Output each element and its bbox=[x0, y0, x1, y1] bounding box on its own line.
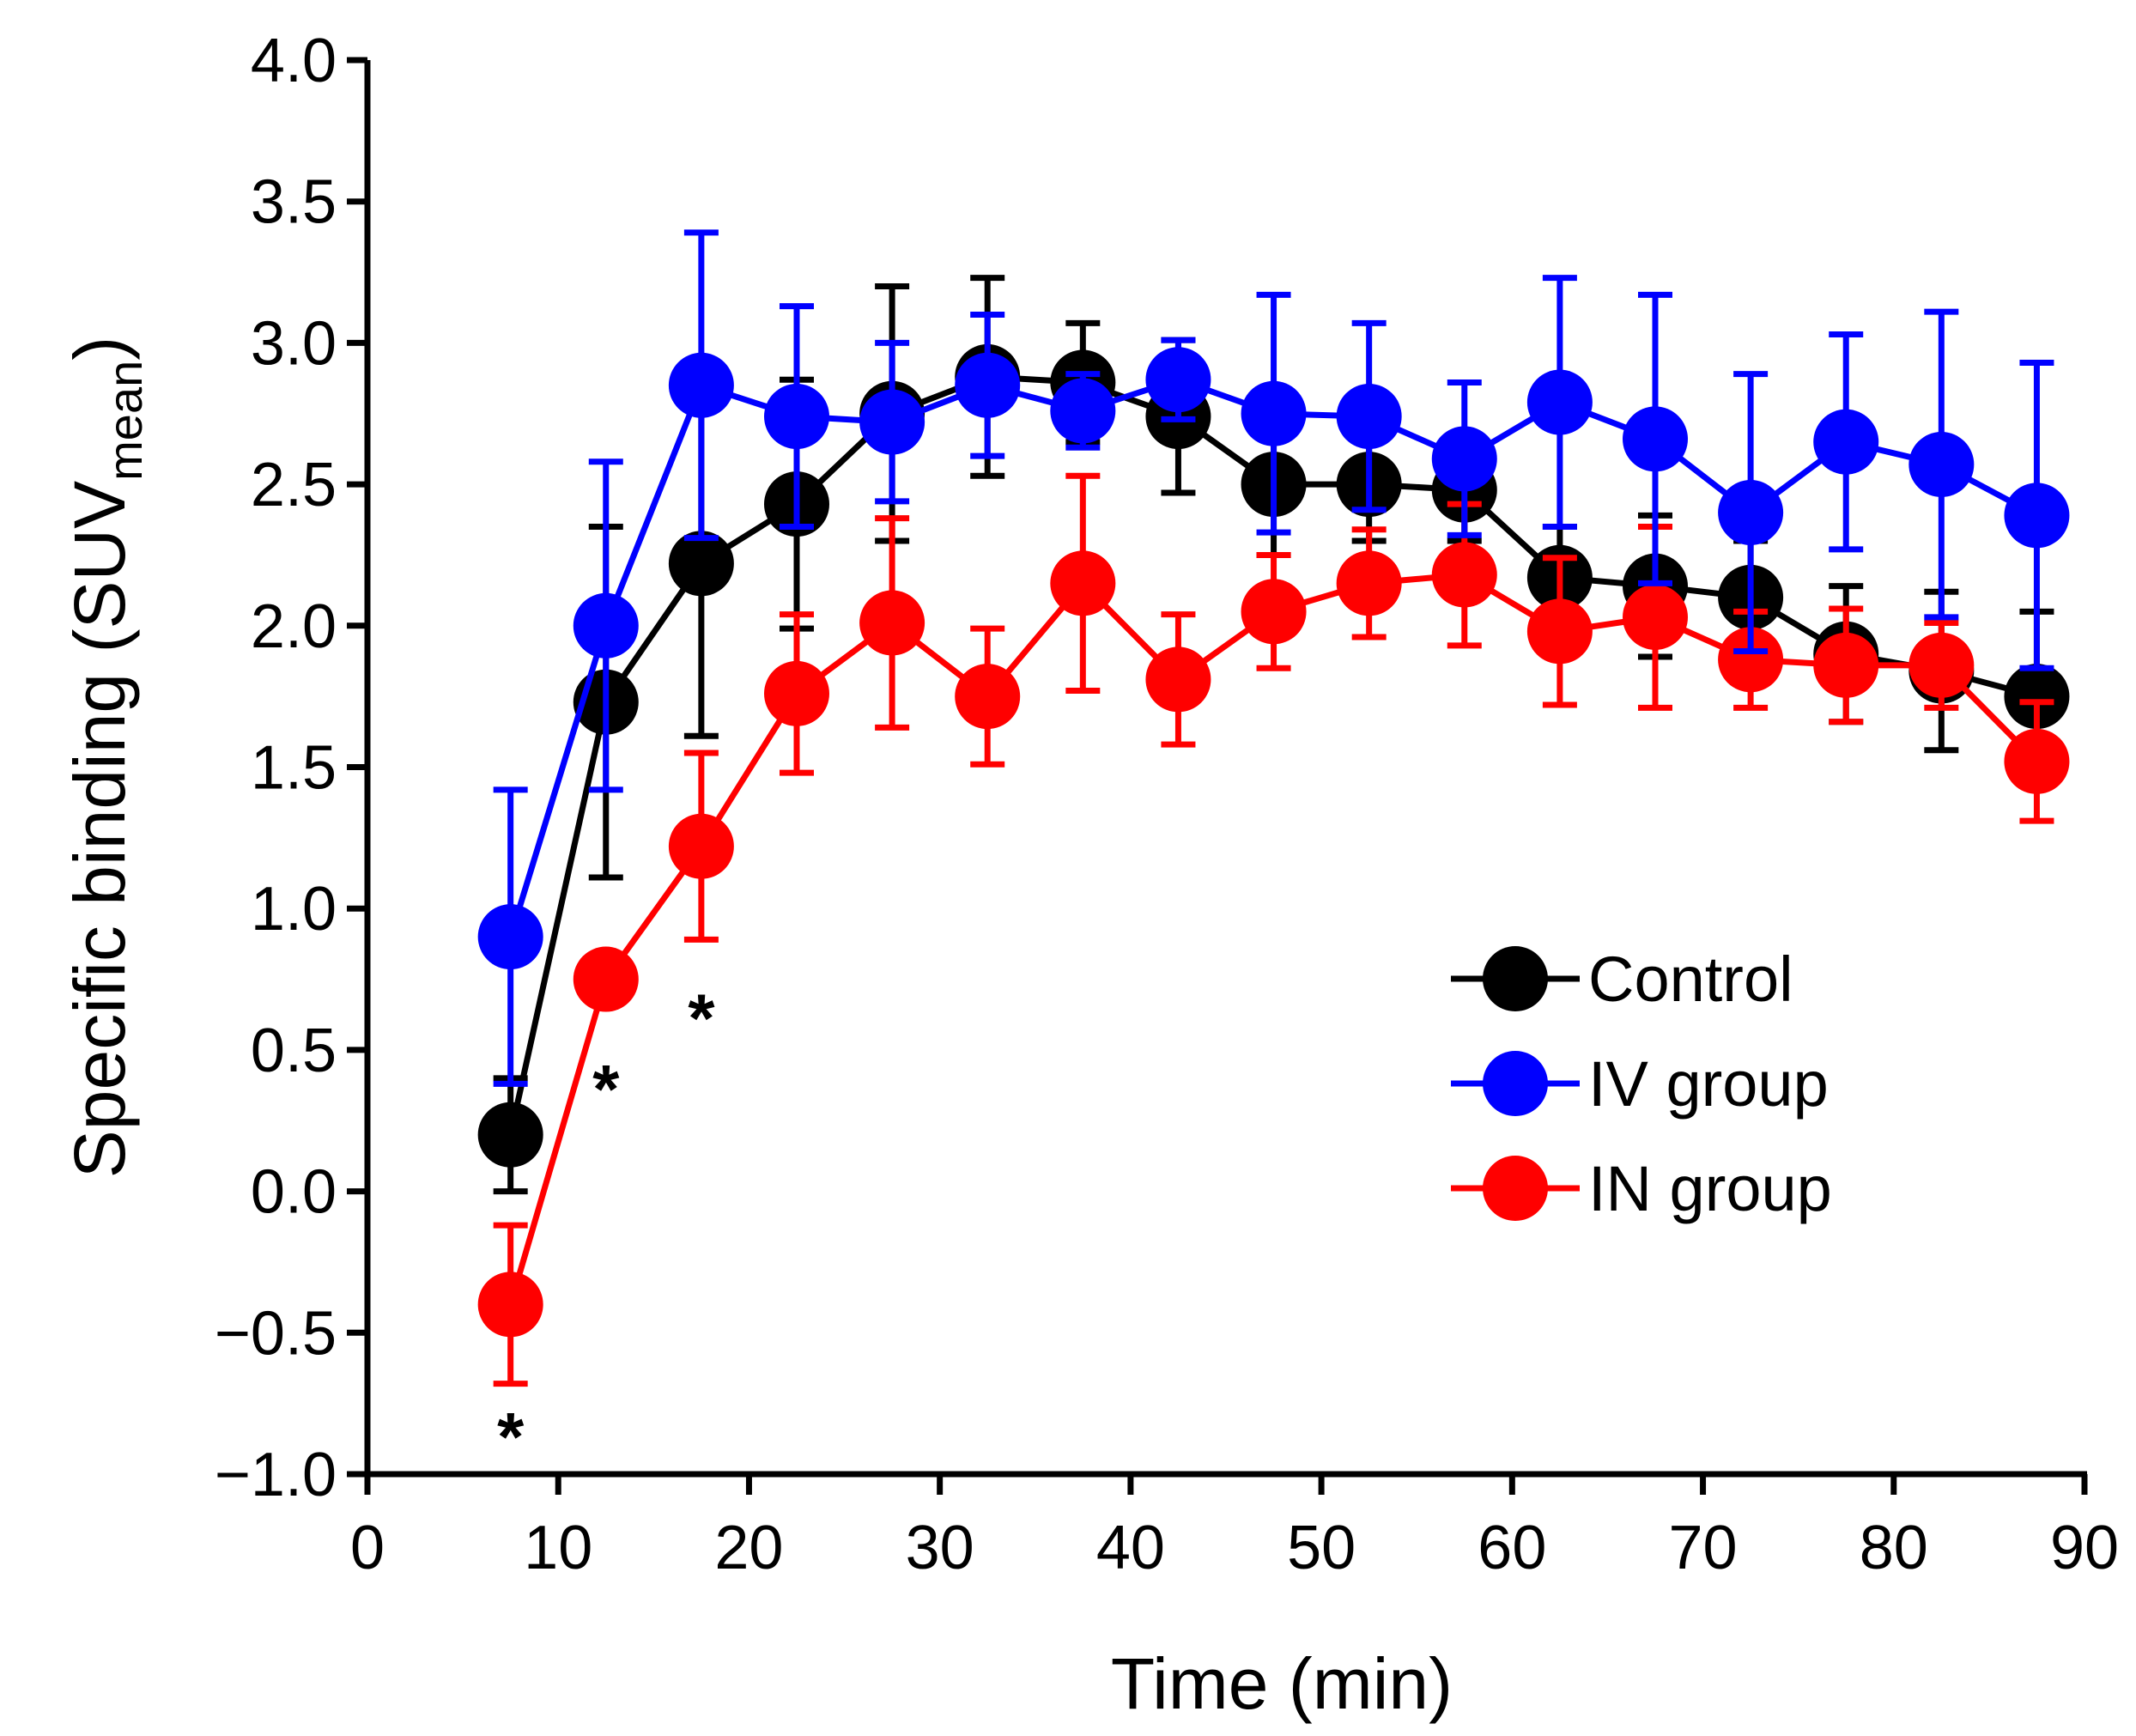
x-tick-label: 0 bbox=[350, 1514, 385, 1582]
data-point bbox=[1718, 627, 1784, 693]
x-tick-label: 90 bbox=[2050, 1514, 2119, 1582]
data-point bbox=[1145, 646, 1211, 713]
x-axis-ticks: 0 10 20 30 40 50 60 70 80 90 bbox=[350, 1474, 2119, 1582]
significance-asterisk: * bbox=[497, 1399, 525, 1475]
data-point bbox=[955, 664, 1021, 730]
data-point bbox=[955, 352, 1021, 418]
y-tick-label: 1.0 bbox=[251, 875, 337, 944]
x-tick-label: 60 bbox=[1478, 1514, 1546, 1582]
data-point bbox=[668, 531, 734, 597]
data-point bbox=[1813, 632, 1879, 698]
data-point bbox=[764, 660, 829, 726]
y-tick-label: 2.0 bbox=[251, 592, 337, 661]
x-tick-label: 30 bbox=[906, 1514, 974, 1582]
data-point bbox=[1050, 378, 1116, 444]
y-tick-label: 0.5 bbox=[251, 1017, 337, 1085]
data-point bbox=[668, 813, 734, 879]
y-axis-title-close: ) bbox=[59, 337, 140, 361]
data-point bbox=[1908, 632, 1975, 698]
y-axis-title-subscript: mean bbox=[98, 361, 152, 481]
y-tick-label: 1.5 bbox=[251, 734, 337, 803]
y-tick-label: 3.0 bbox=[251, 309, 337, 378]
x-tick-label: 80 bbox=[1860, 1514, 1928, 1582]
y-tick-label: −0.5 bbox=[215, 1299, 337, 1368]
significance-annotations: * * * bbox=[497, 980, 715, 1475]
data-point bbox=[1526, 598, 1593, 665]
data-point bbox=[1431, 426, 1497, 492]
legend-label: IV group bbox=[1588, 1048, 1829, 1120]
legend-item-iv-group: IV group bbox=[1451, 1048, 1829, 1120]
data-point bbox=[477, 1102, 543, 1168]
x-tick-label: 70 bbox=[1669, 1514, 1738, 1582]
y-tick-label: −1.0 bbox=[215, 1441, 337, 1509]
data-point bbox=[1431, 542, 1497, 608]
data-point bbox=[1718, 480, 1784, 546]
data-point bbox=[1336, 550, 1402, 616]
data-point bbox=[477, 904, 543, 970]
data-point bbox=[2004, 664, 2070, 730]
legend: Control IV group IN group bbox=[1451, 944, 1832, 1224]
data-point bbox=[1336, 384, 1402, 450]
y-axis-title-main: Specific binding (SUV bbox=[59, 481, 140, 1178]
legend-marker bbox=[1483, 1051, 1548, 1116]
y-axis-ticks: 4.0 3.5 3.0 2.5 2.0 1.5 1.0 0.5 0.0 −0.5 −1.0 bbox=[215, 27, 367, 1509]
data-point bbox=[859, 389, 925, 455]
data-point bbox=[668, 352, 734, 418]
data-point bbox=[2004, 728, 2070, 794]
x-tick-label: 20 bbox=[714, 1514, 783, 1582]
x-tick-label: 50 bbox=[1287, 1514, 1356, 1582]
data-point bbox=[2004, 483, 2070, 549]
legend-label: Control bbox=[1588, 944, 1793, 1015]
series-layer bbox=[477, 229, 2070, 1387]
data-point bbox=[573, 592, 639, 659]
x-axis-title: Time (min) bbox=[1111, 1643, 1453, 1724]
y-axis-title: Specific binding (SUVmean) bbox=[59, 337, 152, 1178]
data-point bbox=[1241, 579, 1307, 645]
y-tick-label: 4.0 bbox=[251, 27, 337, 95]
data-point bbox=[1050, 550, 1116, 616]
data-point bbox=[859, 590, 925, 656]
legend-marker bbox=[1483, 1156, 1548, 1221]
legend-item-in-group: IN group bbox=[1451, 1153, 1832, 1224]
data-point bbox=[764, 384, 829, 450]
data-point bbox=[1241, 380, 1307, 446]
y-tick-label: 0.0 bbox=[251, 1158, 337, 1227]
y-tick-label: 2.5 bbox=[251, 451, 337, 519]
legend-item-control: Control bbox=[1451, 944, 1793, 1015]
legend-marker bbox=[1483, 946, 1548, 1011]
y-tick-label: 3.5 bbox=[251, 168, 337, 237]
significance-asterisk: * bbox=[688, 980, 715, 1056]
series-in-group bbox=[477, 472, 2070, 1387]
significance-asterisk: * bbox=[592, 1051, 620, 1127]
legend-label: IN group bbox=[1588, 1153, 1832, 1224]
series-iv-group bbox=[477, 229, 2070, 1087]
data-point bbox=[1813, 409, 1879, 475]
data-point bbox=[477, 1272, 543, 1338]
data-point bbox=[573, 946, 639, 1012]
x-tick-label: 10 bbox=[524, 1514, 592, 1582]
data-point bbox=[1623, 584, 1688, 650]
data-point bbox=[1526, 369, 1593, 435]
data-point bbox=[1623, 406, 1688, 472]
x-tick-label: 40 bbox=[1096, 1514, 1165, 1582]
data-point bbox=[1145, 347, 1211, 413]
data-point bbox=[1908, 432, 1975, 498]
